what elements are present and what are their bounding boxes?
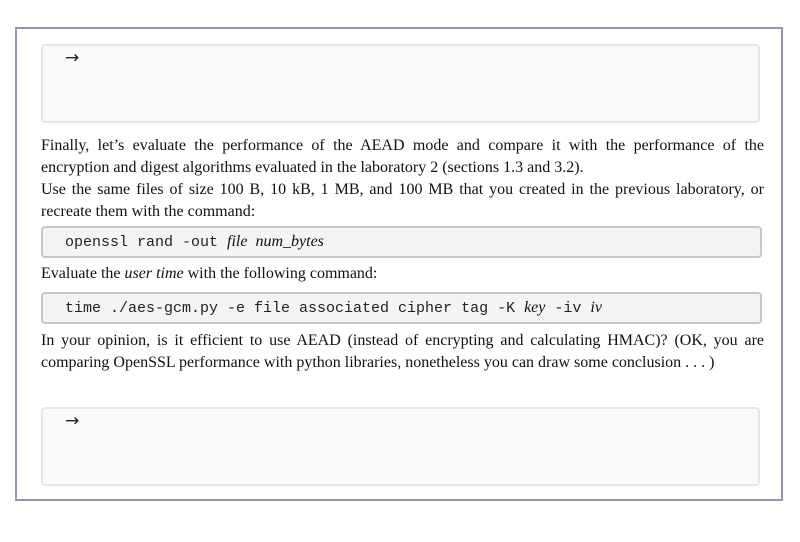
question-paragraph: In your opinion, is it efficient to use … (41, 330, 764, 374)
command-arg-iv: iv (590, 299, 602, 316)
openssl-command-box: openssl rand -out file num_bytes (41, 226, 762, 258)
exercise-frame: → Finally, let’s evaluate the performanc… (15, 27, 783, 501)
evaluate-emphasis: user time (124, 265, 184, 282)
command-code-part-1: time ./aes-gcm.py -e file associated cip… (65, 300, 525, 317)
intro-line-1: Finally, let’s evaluate the performance … (41, 137, 764, 176)
arrow-icon: → (65, 48, 80, 68)
evaluate-paragraph: Evaluate the user time with the followin… (41, 263, 764, 285)
intro-paragraph: Finally, let’s evaluate the performance … (41, 135, 764, 223)
command-code-part-2: -iv (545, 300, 591, 317)
arrow-icon: → (65, 411, 80, 431)
command-arg-num-bytes: num_bytes (255, 233, 324, 250)
question-text: In your opinion, is it efficient to use … (41, 332, 764, 371)
command-arg-key: key (524, 299, 546, 316)
answer-box-1[interactable]: → (41, 44, 760, 123)
command-code: openssl rand -out (65, 234, 228, 251)
intro-line-2: Use the same files of size 100 B, 10 kB,… (41, 181, 764, 220)
answer-box-2[interactable]: → (41, 407, 760, 486)
evaluate-prefix: Evaluate the (41, 265, 125, 282)
time-command-box: time ./aes-gcm.py -e file associated cip… (41, 292, 762, 324)
evaluate-suffix: with the following command: (183, 265, 378, 282)
command-arg-file: file (227, 233, 248, 250)
